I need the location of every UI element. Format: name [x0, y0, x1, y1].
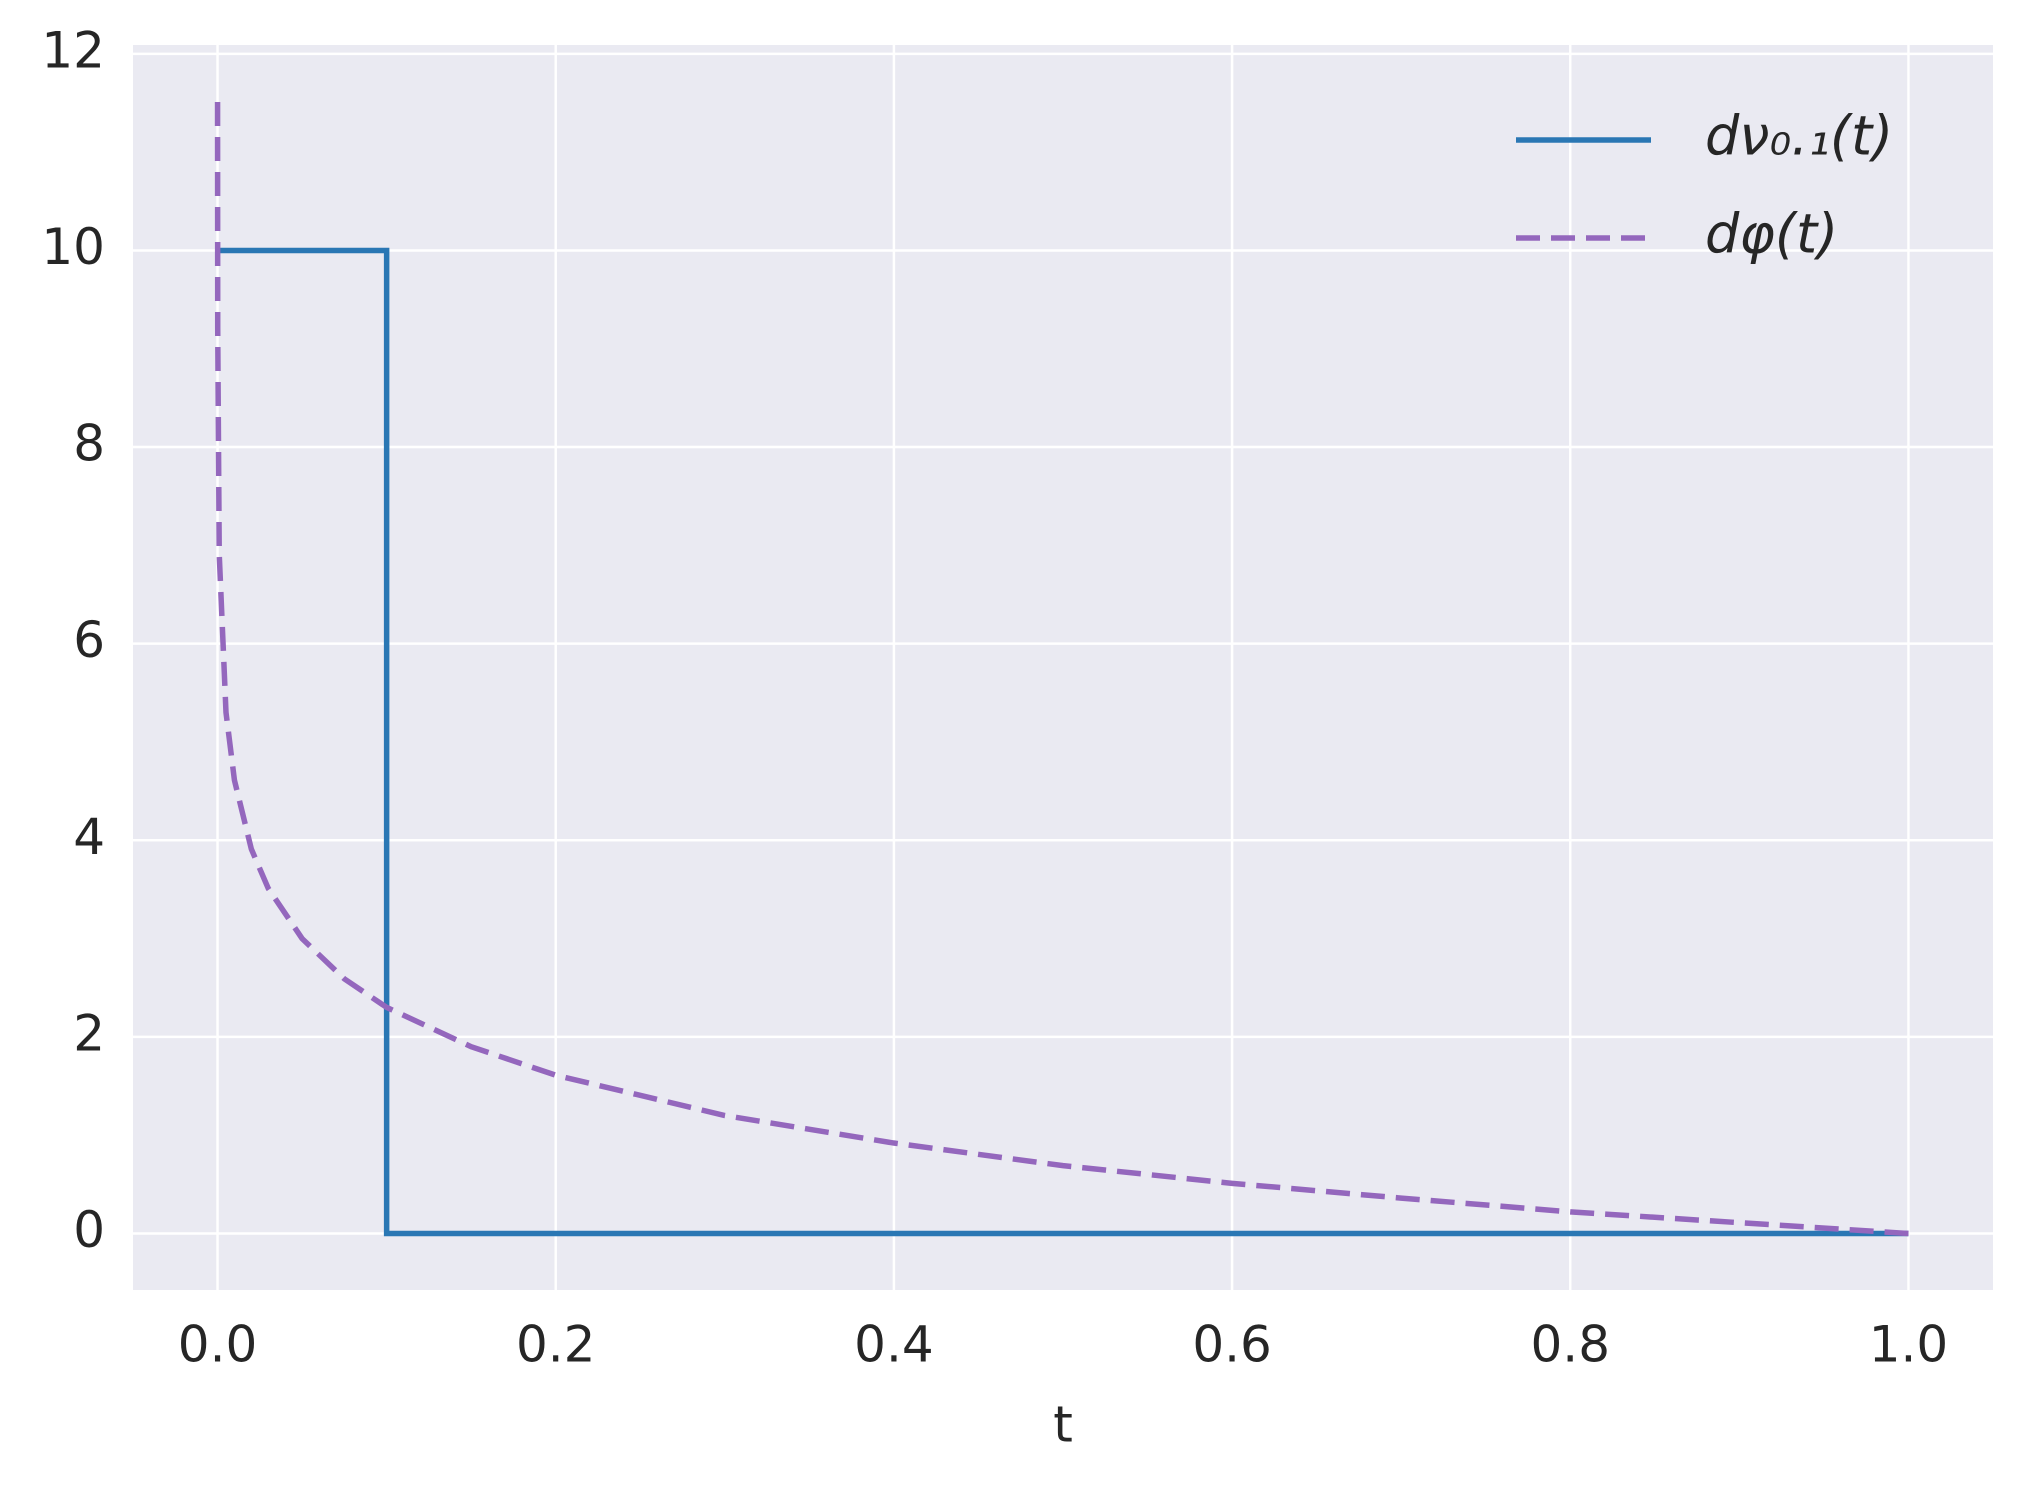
y-tick-label: 2	[73, 1004, 105, 1062]
data-line	[214, 102, 1909, 1237]
x-tick-label: 0.2	[516, 1316, 596, 1374]
plot-area	[133, 45, 1993, 1290]
legend-label: dφ(t)	[1705, 203, 1838, 266]
y-tick-label: 8	[73, 415, 105, 473]
data-line	[217, 247, 1909, 1237]
x-axis-label: t	[1053, 1396, 1073, 1454]
legend-label: dν₀.₁(t)	[1705, 105, 1893, 168]
legend: dν₀.₁(t) dφ(t)	[1516, 105, 1893, 266]
x-tick-label: 0.4	[854, 1316, 934, 1374]
x-tick-label: 0.8	[1531, 1316, 1611, 1374]
x-tick-label: 1.0	[1869, 1316, 1949, 1374]
x-tick-label: 0.6	[1192, 1316, 1272, 1374]
x-tick-label: 0.0	[178, 1316, 258, 1374]
y-tick-label: 6	[73, 611, 105, 669]
y-tick-label: 4	[73, 808, 105, 866]
y-tick-label: 12	[41, 21, 105, 79]
y-tick-label: 0	[73, 1201, 105, 1259]
y-tick-label: 10	[41, 218, 105, 276]
